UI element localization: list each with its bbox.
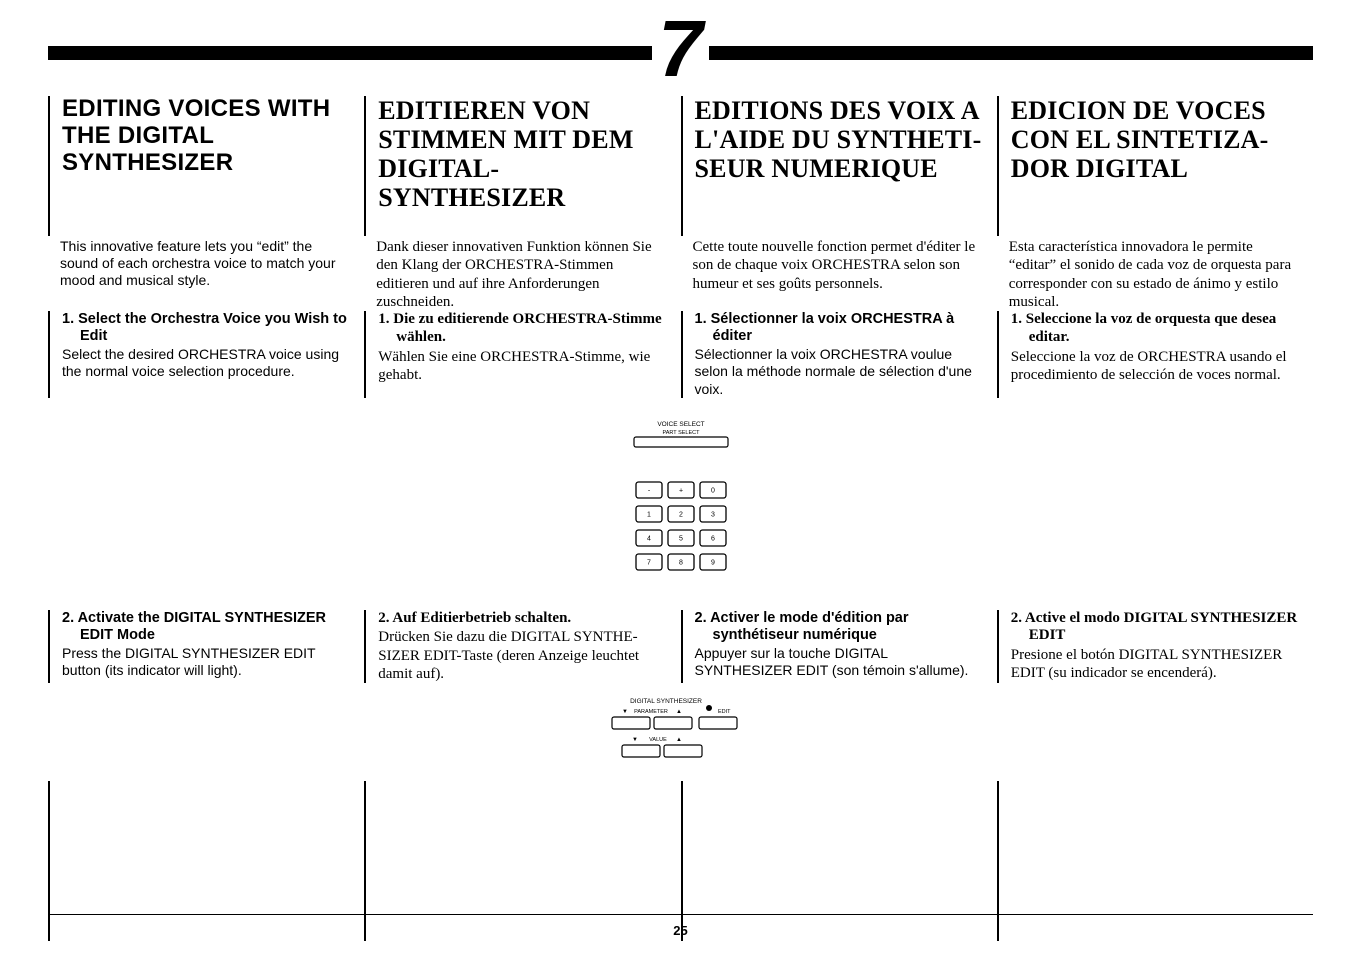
col-es-intro: Esta característica innovadora le permit… [997,236,1313,311]
step1-body-fr: Sélectionner la voix ORCHESTRA voulue se… [695,346,985,397]
keypad-button-label: 2 [679,511,683,518]
step1-title-fr: 1. Sélectionner la voix ORCHESTRA à édit… [695,311,985,345]
arrow-up-icon-2: ▲ [676,737,682,743]
edit-led-icon [706,705,712,711]
step1-title-de: 1. Die zu editierende ORCHESTRA-Stimme w… [378,311,668,346]
value-label: VALUE [649,737,667,743]
step2-body-en: Press the DIGITAL SYNTHESIZER EDIT butto… [62,645,352,679]
part-select-label: PART SELECT [662,430,700,436]
edit-label: EDIT [718,709,731,715]
keypad-button-label: 8 [679,559,683,566]
keypad-button-label: 0 [711,487,715,494]
value-down-button [622,745,660,757]
col-de-step1: 1. Die zu editierende ORCHESTRA-Stimme w… [364,311,680,397]
step1-title-en: 1. Select the Orchestra Voice you Wish t… [62,311,352,345]
step2-title-es: 2. Active el modo DIGITAL SYNTHESIZER ED… [1011,610,1301,645]
col-es-step2: 2. Active el modo DIGITAL SYNTHESIZER ED… [997,610,1313,684]
col-en-step1: 1. Select the Orchestra Voice you Wish t… [48,311,364,397]
step2-body-fr: Appuyer sur la touche DIGITAL SYNTHESIZE… [695,645,985,679]
voice-select-button [634,437,728,447]
col-fr-heading: EDITIONS DES VOIX A L'AIDE DU SYNTHETI­S… [681,96,997,236]
heading-es: EDICION DE VOCES CON EL SINTETIZA­DOR DI… [1011,96,1301,183]
parameter-label: PARAMETER [634,709,668,715]
param-down-button [612,717,650,729]
arrow-up-icon: ▲ [676,709,682,715]
col-de-intro: Dank dieser innovativen Funktion können … [364,236,680,311]
page-footer: 25 [48,914,1313,939]
chapter-rule: 7 [48,28,1313,78]
footer-rule [48,914,1313,916]
arrow-down-icon-2: ▼ [632,737,638,743]
col-de-step2: 2. Auf Editierbetrieb schalten. Drücken … [364,610,680,684]
figure-voice-select: VOICE SELECT PART SELECT - +0 1 2 3 4 5 6 7 8 9 [48,398,1313,610]
arrow-down-icon: ▼ [622,709,628,715]
col-fr-step1: 1. Sélectionner la voix ORCHESTRA à édit… [681,311,997,397]
rule-left [48,46,652,60]
col-en-heading: EDITING VOICES WITH THE DIGITAL SYNTHESI… [48,96,364,236]
col-es-heading: EDICION DE VOCES CON EL SINTETIZA­DOR DI… [997,96,1313,236]
col-es-step1: 1. Seleccione la voz de orquesta que des… [997,311,1313,397]
intro-es: Esta característica innovadora le permit… [1009,238,1301,311]
col-de-heading: EDITIEREN VON STIMMEN MIT DEM DIGITAL-SY… [364,96,680,236]
col-en-intro: This innovative feature lets you “edit” … [48,236,364,311]
heading-fr: EDITIONS DES VOIX A L'AIDE DU SYNTHETI­S… [695,96,985,183]
param-up-button [654,717,692,729]
step2-body-de: Drücken Sie dazu die DIGITAL SYNTHE­SIZE… [378,628,668,683]
step2-title-en: 2. Activate the DIGITAL SYNTHESIZER EDIT… [62,610,352,644]
keypad-button-label: 9 [711,559,715,566]
step2-title-fr: 2. Activer le mode d'édition par synthét… [695,610,985,644]
heading-de: EDITIEREN VON STIMMEN MIT DEM DIGITAL-SY… [378,96,668,212]
intro-fr: Cette toute nouvelle fonction permet d'é… [693,238,985,293]
step1-body-en: Select the desired ORCHESTRA voice using… [62,346,352,380]
keypad-button-label: 7 [647,559,651,566]
step1-body-es: Seleccione la voz de ORCHESTRA usando el… [1011,348,1301,385]
keypad-button-label: 3 [711,511,715,518]
keypad-button-label: 5 [679,535,683,542]
intro-en: This innovative feature lets you “edit” … [60,238,352,289]
step1-body-de: Wählen Sie eine ORCHESTRA-Stimme, wie ge… [378,348,668,385]
voice-select-label: VOICE SELECT [657,421,704,428]
col-fr-intro: Cette toute nouvelle fonction permet d'é… [681,236,997,311]
col-en-step2: 2. Activate the DIGITAL SYNTHESIZER EDIT… [48,610,364,684]
intro-de: Dank dieser innovativen Funktion können … [376,238,668,311]
edit-button [699,717,737,729]
keypad-button-label: 4 [647,535,651,542]
col-fr-step2: 2. Activer le mode d'édition par synthét… [681,610,997,684]
keypad-button-label: 1 [647,511,651,518]
keypad-button-label: + [678,487,682,494]
keypad-button-label: - [647,487,650,494]
figure-synth-edit: DIGITAL SYNTHESIZER ▼ PARAMETER ▲ EDIT ▼… [48,683,1313,781]
step2-title-de: 2. Auf Editierbetrieb schalten. [378,610,668,628]
value-up-button [664,745,702,757]
chapter-number: 7 [652,9,709,89]
page-number: 25 [48,923,1313,938]
synth-title: DIGITAL SYNTHESIZER [630,698,702,705]
step1-title-es: 1. Seleccione la voz de orquesta que des… [1011,311,1301,346]
step2-body-es: Presione el botón DIGITAL SYNTHESIZER ED… [1011,646,1301,683]
keypad-button-label: 6 [711,535,715,542]
rule-right [709,46,1313,60]
heading-en: EDITING VOICES WITH THE DIGITAL SYNTHESI… [62,96,352,177]
